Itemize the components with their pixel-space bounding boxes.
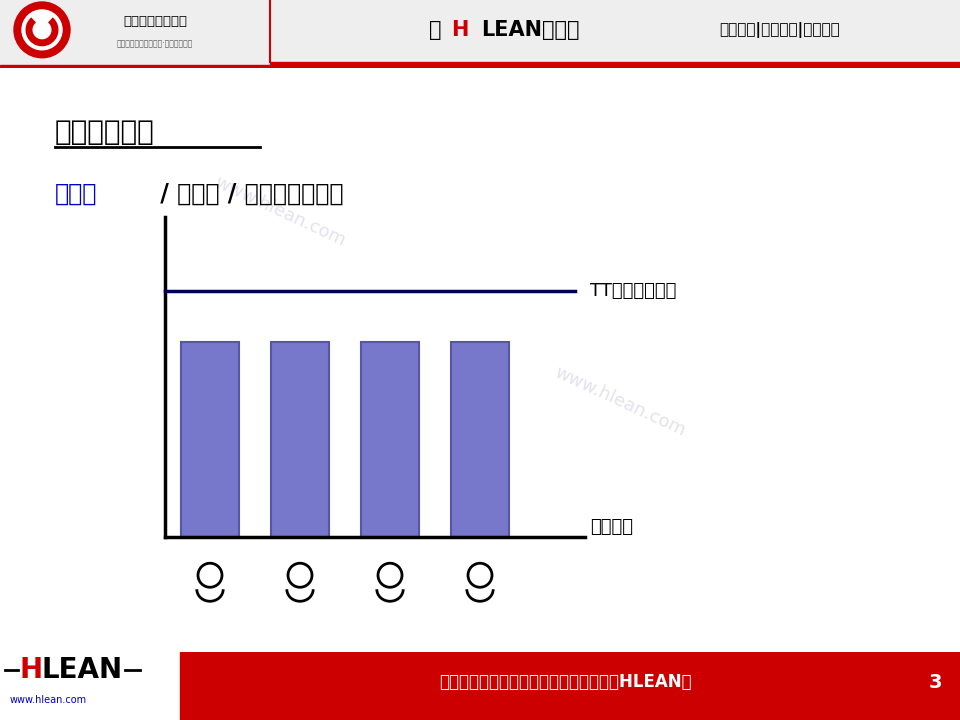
Text: 作业时间: 作业时间 <box>590 518 633 536</box>
Text: 3: 3 <box>928 672 942 692</box>
Circle shape <box>198 563 222 588</box>
Text: 平准化的特性: 平准化的特性 <box>55 118 155 145</box>
Bar <box>0 65 270 68</box>
Bar <box>180 652 960 720</box>
Bar <box>181 342 239 537</box>
Bar <box>451 342 509 537</box>
Bar <box>271 342 329 537</box>
Circle shape <box>288 563 312 588</box>
Text: / 等量的 / 按照顺序的生产: / 等量的 / 按照顺序的生产 <box>152 182 344 206</box>
Circle shape <box>22 10 62 50</box>
Text: TT（节拍时间）: TT（节拍时间） <box>590 282 677 300</box>
Text: LEAN: LEAN <box>42 656 123 684</box>
Circle shape <box>14 2 70 58</box>
Circle shape <box>468 563 492 588</box>
Text: H: H <box>20 656 43 684</box>
Text: www.hlean.com: www.hlean.com <box>211 174 348 250</box>
Text: www.hlean.com: www.hlean.com <box>10 695 87 705</box>
Text: LEAN学堂】: LEAN学堂】 <box>481 20 579 40</box>
Text: 精益生产|智能制造|管理前沿: 精益生产|智能制造|管理前沿 <box>720 22 840 38</box>
Text: 做行业标杆，找精弘益；要幸福高效，用HLEAN！: 做行业标杆，找精弘益；要幸福高效，用HLEAN！ <box>439 673 691 691</box>
Bar <box>270 62 960 68</box>
Text: www.hlean.com: www.hlean.com <box>552 364 688 441</box>
Text: 平衡的: 平衡的 <box>55 182 97 206</box>
Text: H: H <box>451 20 468 40</box>
Text: 中国先进精益管理体系·智能制造系统: 中国先进精益管理体系·智能制造系统 <box>117 40 193 48</box>
Text: 精益生产促进中心: 精益生产促进中心 <box>123 15 187 28</box>
Bar <box>361 342 419 537</box>
Text: 【: 【 <box>429 20 442 40</box>
Circle shape <box>378 563 402 588</box>
Bar <box>0 652 180 720</box>
